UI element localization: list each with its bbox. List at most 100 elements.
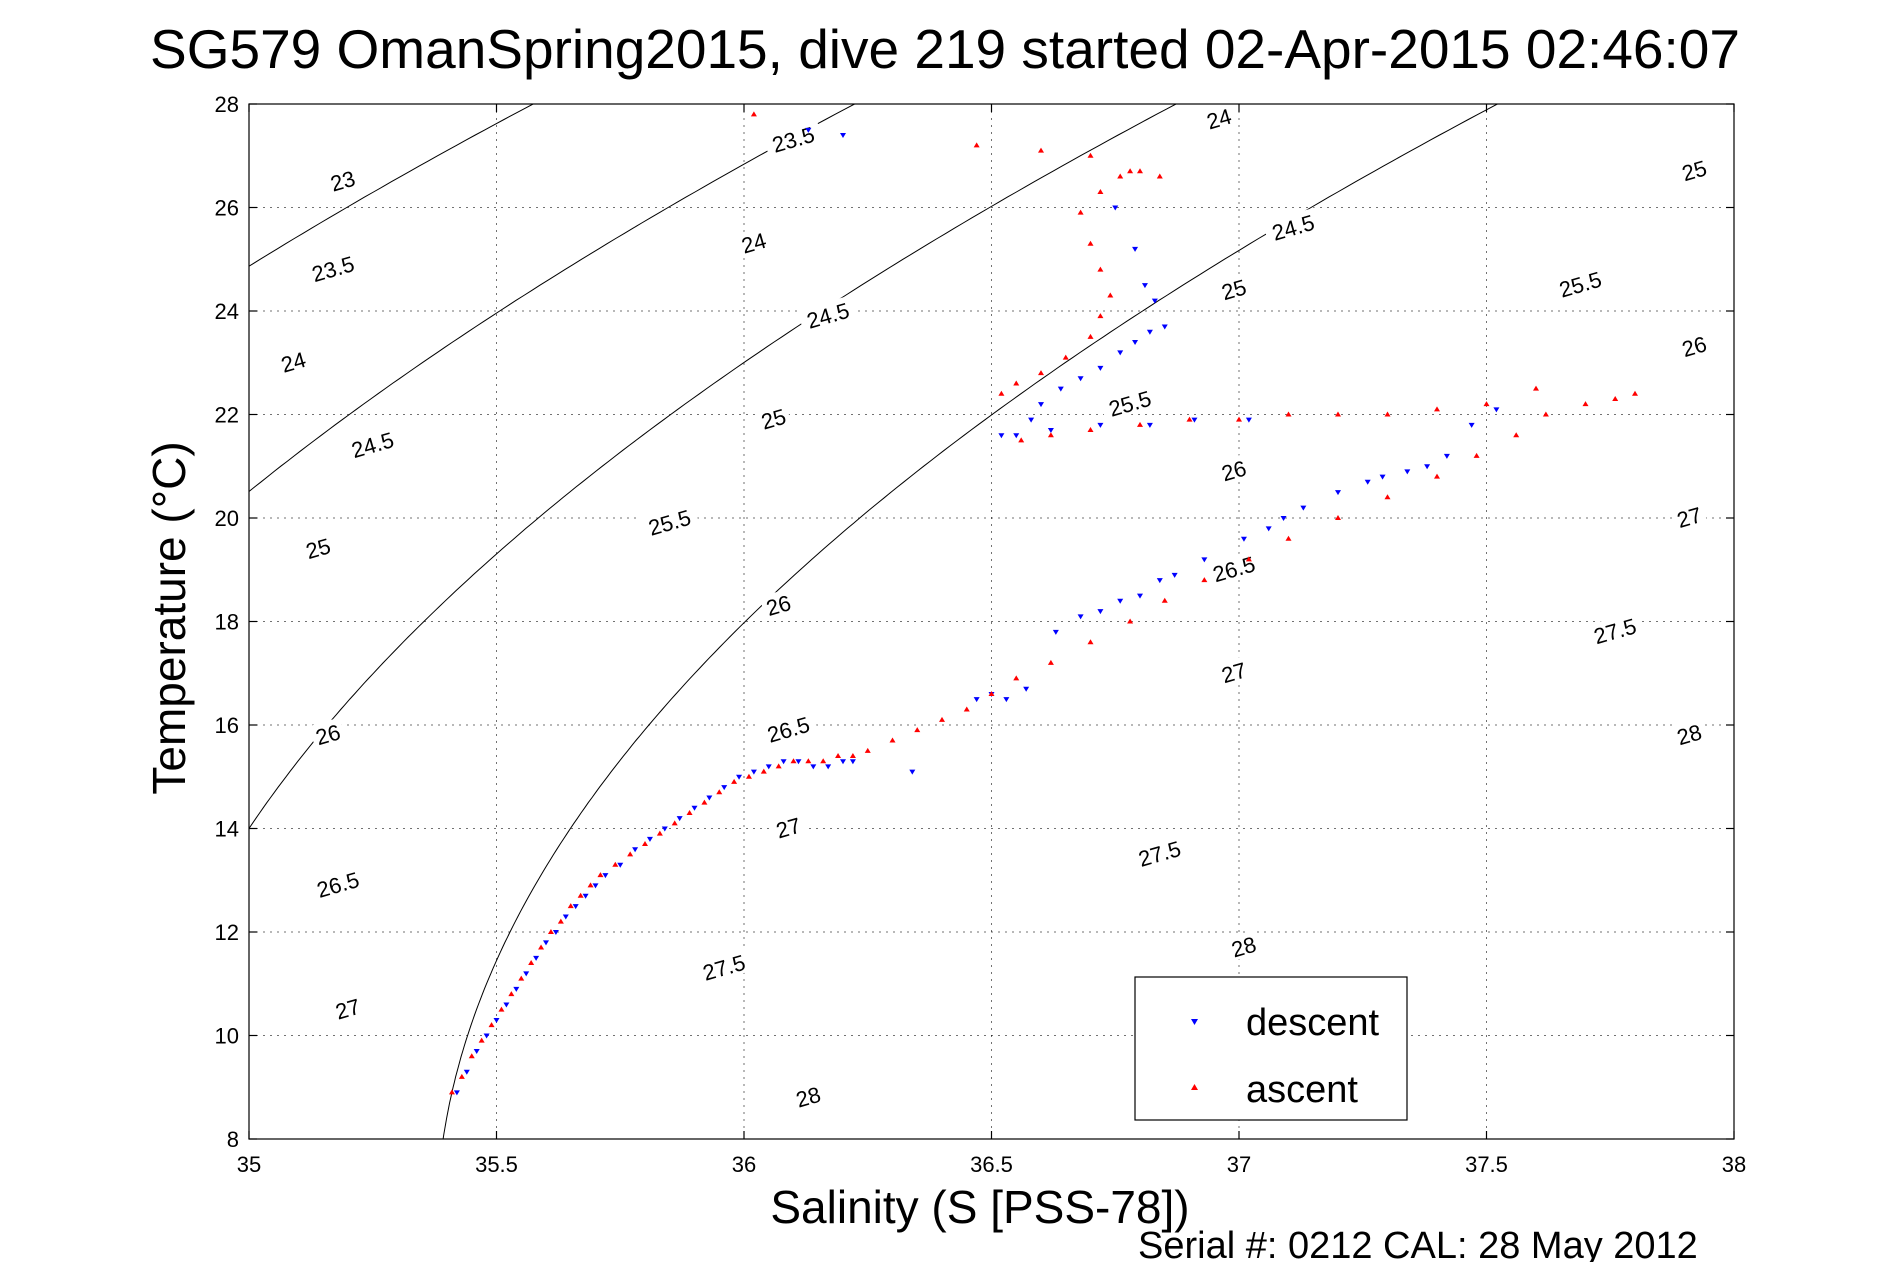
y-axis-label: Temperature (°C) xyxy=(143,441,195,794)
y-tick-label: 22 xyxy=(215,403,239,428)
descent-point xyxy=(909,769,916,775)
serial-cal-footer: Serial #: 0212 CAL: 28 May 2012 xyxy=(1138,1225,1698,1262)
legend-label-descent: descent xyxy=(1246,1002,1380,1044)
ascent-point xyxy=(1473,452,1480,458)
ascent-point xyxy=(1127,618,1134,624)
ascent-point xyxy=(889,737,896,743)
legend-label-ascent: ascent xyxy=(1246,1069,1358,1111)
ascent-point xyxy=(914,727,921,733)
descent-point xyxy=(795,759,802,765)
ascent-point xyxy=(1137,421,1143,427)
contour-label-bg xyxy=(328,991,367,1024)
ascent-point xyxy=(468,1053,475,1059)
x-axis-ticks: 35 35.5 36 36.5 37 37.5 38 xyxy=(237,104,1746,1177)
contour-label-bg xyxy=(1129,833,1190,872)
ascent-point xyxy=(1335,411,1341,417)
ascent-point xyxy=(745,773,752,779)
descent-point xyxy=(1137,593,1143,599)
contour-label: 28 xyxy=(789,1079,827,1113)
density-contour-line xyxy=(249,104,1178,830)
descent-point xyxy=(632,847,639,853)
ascent-point xyxy=(1087,427,1094,433)
contour-label-bg xyxy=(342,424,403,463)
ascent-point xyxy=(508,991,515,997)
ascent-point xyxy=(805,758,812,764)
ascent-point xyxy=(1047,432,1054,438)
contour-label-bg xyxy=(1675,329,1713,362)
contour-label-bg xyxy=(1670,717,1708,750)
ascent-point xyxy=(1201,577,1208,583)
contour-label-bg xyxy=(302,248,363,287)
chart-title: SG579 OmanSpring2015, dive 219 started 0… xyxy=(150,18,1740,80)
descent-point xyxy=(1038,402,1044,408)
ascent-point xyxy=(1245,556,1252,562)
descent-point xyxy=(1077,614,1084,620)
descent-point xyxy=(646,836,653,842)
descent-point xyxy=(706,795,713,801)
descent-point xyxy=(840,759,846,765)
density-contour-line xyxy=(442,104,1499,1139)
descent-point xyxy=(1132,340,1139,346)
ascent-point xyxy=(547,929,554,934)
descent-point xyxy=(1364,479,1371,485)
y-axis-ticks: 8 10 12 14 16 18 20 22 24 26 28 xyxy=(215,92,1734,1152)
ascent-point xyxy=(760,768,767,774)
descent-point xyxy=(552,930,559,935)
descent-point xyxy=(1003,697,1010,703)
ascent-point xyxy=(864,747,871,753)
ascent-point xyxy=(1127,168,1134,174)
contour-label-bg xyxy=(299,531,337,564)
ascent-point xyxy=(750,111,757,117)
ascent-point xyxy=(849,753,856,759)
ascent-point xyxy=(1038,147,1044,153)
descent-point xyxy=(1028,417,1035,423)
ascent-point xyxy=(1335,515,1341,520)
descent-point xyxy=(1146,329,1153,335)
descent-point xyxy=(513,986,520,992)
ascent-point xyxy=(1077,209,1084,215)
ascent-point xyxy=(557,918,564,924)
descent-point xyxy=(973,697,980,703)
descent-point xyxy=(805,127,812,133)
ascent-point xyxy=(1483,401,1490,407)
y-tick-label: 28 xyxy=(215,92,239,117)
ascent-point xyxy=(963,706,970,712)
descent-point xyxy=(483,1033,490,1039)
descent-point xyxy=(543,940,549,946)
ascent-point xyxy=(1632,390,1638,396)
contour-label-bg xyxy=(1214,453,1253,486)
ascent-point xyxy=(1087,152,1094,158)
ascent-point xyxy=(518,975,525,981)
descent-point xyxy=(592,883,599,889)
y-tick-label: 8 xyxy=(227,1127,239,1152)
descent-point xyxy=(1404,469,1411,475)
contour-label-bg xyxy=(1262,207,1324,246)
ascent-point xyxy=(567,903,574,909)
descent-point xyxy=(1201,557,1208,563)
ascent-point xyxy=(1542,411,1549,417)
x-axis-label: Salinity (S [PSS-78]) xyxy=(770,1181,1189,1233)
contour-label: 25 xyxy=(754,401,792,435)
ascent-point xyxy=(1186,416,1193,422)
descent-point xyxy=(1493,407,1500,413)
ascent-point xyxy=(1107,292,1114,298)
contour-label-bg xyxy=(639,502,700,541)
ascent-point xyxy=(612,861,619,867)
descent-point xyxy=(533,955,540,961)
x-tick-label: 35 xyxy=(237,1152,261,1177)
contour-label: 26 xyxy=(1214,453,1253,486)
descent-point xyxy=(849,759,856,765)
descent-point xyxy=(1280,516,1287,521)
descent-point xyxy=(840,133,846,139)
descent-point xyxy=(1265,526,1272,532)
ascent-point xyxy=(1097,313,1104,319)
descent-point xyxy=(1240,536,1247,542)
data-points xyxy=(448,111,1638,1096)
contour-label-bg xyxy=(307,864,368,903)
ascent-point xyxy=(1097,266,1104,272)
ascent-point xyxy=(498,1006,505,1012)
descent-point xyxy=(1132,246,1139,252)
descent-point xyxy=(750,769,757,775)
ascent-point xyxy=(731,778,738,784)
